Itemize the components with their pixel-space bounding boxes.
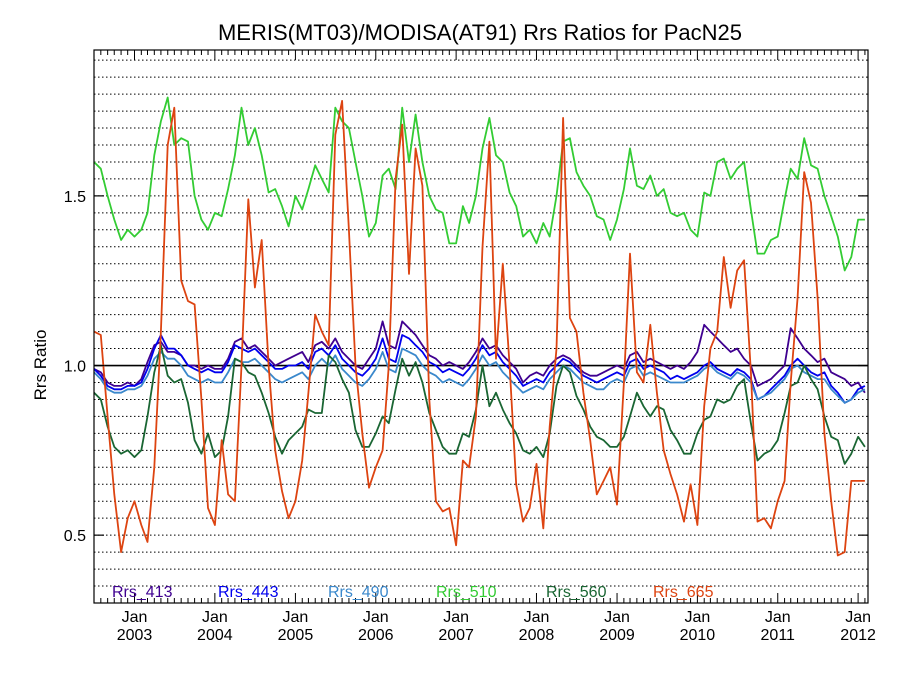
y-tick-label: 1.5 bbox=[64, 189, 86, 206]
gridlines bbox=[94, 59, 868, 604]
x-tick-label-month: Jan bbox=[122, 609, 148, 626]
x-tick-label-month: Jan bbox=[443, 609, 469, 626]
x-tick-label-month: Jan bbox=[604, 609, 630, 626]
plot-frame bbox=[93, 49, 869, 604]
series-line-rrs-490 bbox=[93, 347, 866, 404]
y-tick-label: 0.5 bbox=[64, 528, 86, 545]
x-tick-label-year: 2010 bbox=[680, 627, 716, 644]
legend-item-rrs-490: Rrs_490 bbox=[328, 584, 389, 601]
x-tick-label-month: Jan bbox=[845, 609, 871, 626]
legend-item-rrs-560: Rrs_560 bbox=[546, 584, 607, 601]
x-tick-label-month: Jan bbox=[684, 609, 710, 626]
series-line-rrs-665 bbox=[93, 100, 865, 557]
legend: Rrs_413 Rrs_443 Rrs_490 Rrs_510 Rrs_560 Rrs_6… bbox=[112, 584, 714, 601]
legend-item-rrs-510: Rrs_510 bbox=[436, 584, 497, 601]
legend-item-rrs-443: Rrs_443 bbox=[218, 584, 279, 601]
legend-item-rrs-665: Rrs_665 bbox=[653, 584, 714, 601]
x-tick-label-month: Jan bbox=[765, 609, 791, 626]
y-tick-label: 1.0 bbox=[64, 359, 86, 376]
series-line-rrs-510 bbox=[93, 96, 865, 272]
axes-group bbox=[93, 49, 869, 604]
x-tick-label-month: Jan bbox=[524, 609, 550, 626]
y-axis-label: Rrs Ratio bbox=[31, 330, 50, 401]
x-tick-label-year: 2012 bbox=[840, 627, 876, 644]
x-tick-label-year: 2007 bbox=[438, 627, 474, 644]
x-tick-label-month: Jan bbox=[363, 609, 389, 626]
legend-item-rrs-413: Rrs_413 bbox=[112, 584, 173, 601]
x-tick-label-year: 2011 bbox=[761, 627, 796, 644]
x-tick-label-month: Jan bbox=[202, 609, 228, 626]
x-tick-label-year: 2003 bbox=[117, 627, 153, 644]
x-tick-label-month: Jan bbox=[283, 609, 309, 626]
chart-title: MERIS(MT03)/MODISA(AT91) Rrs Ratios for … bbox=[218, 20, 742, 45]
x-tick-label-year: 2004 bbox=[197, 627, 233, 644]
x-tick-label-year: 2005 bbox=[278, 627, 314, 644]
x-tick-label-year: 2009 bbox=[599, 627, 635, 644]
x-tick-label-year: 2006 bbox=[358, 627, 394, 644]
x-tick-label-year: 2008 bbox=[519, 627, 555, 644]
series-group bbox=[93, 96, 866, 557]
ticks-group: 0.51.01.5Jan2003Jan2004Jan2005Jan2006Jan… bbox=[64, 50, 876, 644]
